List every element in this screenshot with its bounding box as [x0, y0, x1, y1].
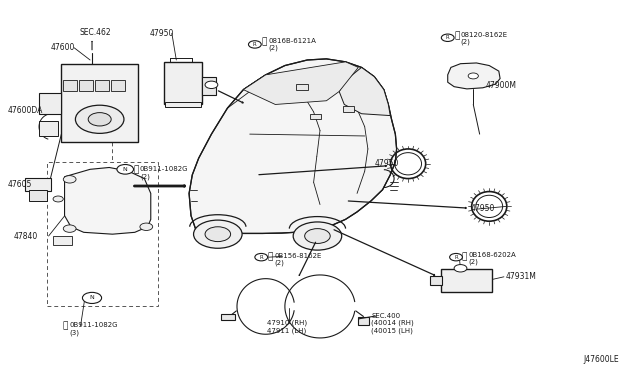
Bar — [39, 121, 58, 136]
Text: R: R — [446, 35, 449, 40]
Bar — [442, 269, 492, 292]
Bar — [39, 93, 61, 114]
Bar — [296, 84, 308, 90]
Bar — [343, 106, 355, 112]
Text: Ⓑ: Ⓑ — [454, 31, 460, 41]
Circle shape — [140, 223, 153, 231]
Bar — [202, 77, 216, 95]
Circle shape — [83, 292, 102, 304]
Polygon shape — [243, 62, 358, 105]
Bar — [166, 102, 201, 108]
Circle shape — [442, 34, 454, 41]
Text: Ⓑ: Ⓑ — [462, 252, 467, 261]
Text: 47950: 47950 — [470, 205, 495, 214]
Text: 47910 (RH)
47911 (LH): 47910 (RH) 47911 (LH) — [267, 320, 307, 334]
Bar — [431, 276, 442, 285]
Text: N: N — [90, 295, 94, 301]
Bar — [61, 64, 138, 141]
Circle shape — [205, 81, 218, 89]
Bar — [310, 114, 321, 119]
Circle shape — [293, 222, 342, 250]
Bar — [25, 178, 51, 191]
Circle shape — [76, 105, 124, 134]
Bar — [63, 80, 77, 92]
Text: 47950: 47950 — [150, 29, 175, 38]
Text: Ⓑ: Ⓑ — [262, 38, 268, 47]
Circle shape — [454, 264, 467, 272]
Polygon shape — [448, 63, 500, 89]
Text: 47605: 47605 — [8, 180, 32, 189]
Bar — [164, 62, 202, 105]
Text: 0B156-8162E
(2): 0B156-8162E (2) — [274, 253, 321, 266]
Circle shape — [88, 113, 111, 126]
Circle shape — [63, 225, 76, 232]
Circle shape — [117, 164, 134, 174]
Circle shape — [255, 253, 268, 261]
Bar — [29, 190, 47, 201]
Polygon shape — [65, 167, 151, 234]
Text: 47900M: 47900M — [486, 81, 517, 90]
Text: 47840: 47840 — [14, 231, 38, 241]
Bar — [221, 314, 235, 320]
Text: 0B911-1082G
(3): 0B911-1082G (3) — [69, 322, 118, 336]
Text: J47600LE: J47600LE — [583, 355, 619, 364]
Text: SEC.400
(40014 (RH)
(40015 (LH): SEC.400 (40014 (RH) (40015 (LH) — [371, 312, 414, 334]
Circle shape — [193, 220, 242, 248]
Circle shape — [205, 227, 230, 241]
Text: 0B911-1082G
(2): 0B911-1082G (2) — [140, 166, 188, 180]
Bar — [53, 236, 72, 245]
Text: 47931M: 47931M — [505, 272, 536, 281]
Bar — [47, 162, 159, 307]
Text: ⓝ: ⓝ — [63, 321, 68, 331]
Circle shape — [468, 73, 478, 79]
Text: R: R — [259, 255, 263, 260]
Bar — [111, 80, 125, 92]
Text: Ⓑ: Ⓑ — [268, 253, 273, 262]
Text: 0816B-6121A
(2): 0816B-6121A (2) — [268, 38, 316, 51]
Polygon shape — [189, 59, 397, 234]
Bar — [95, 80, 109, 92]
Text: R: R — [253, 42, 257, 47]
Circle shape — [305, 229, 330, 243]
Bar — [79, 80, 93, 92]
Text: 08120-8162E
(2): 08120-8162E (2) — [461, 32, 508, 45]
Circle shape — [450, 253, 463, 261]
Text: ⓝ: ⓝ — [134, 166, 139, 174]
Text: 47950: 47950 — [375, 159, 399, 168]
Circle shape — [53, 196, 63, 202]
Bar — [358, 317, 369, 325]
Polygon shape — [339, 67, 390, 116]
Text: N: N — [123, 167, 127, 172]
Text: 47600: 47600 — [51, 42, 76, 51]
Text: 0B168-6202A
(2): 0B168-6202A (2) — [468, 252, 516, 265]
Text: SEC.462: SEC.462 — [79, 28, 111, 37]
Circle shape — [63, 176, 76, 183]
Text: 47600DA: 47600DA — [7, 106, 43, 115]
Circle shape — [248, 41, 261, 48]
Text: R: R — [454, 255, 458, 260]
